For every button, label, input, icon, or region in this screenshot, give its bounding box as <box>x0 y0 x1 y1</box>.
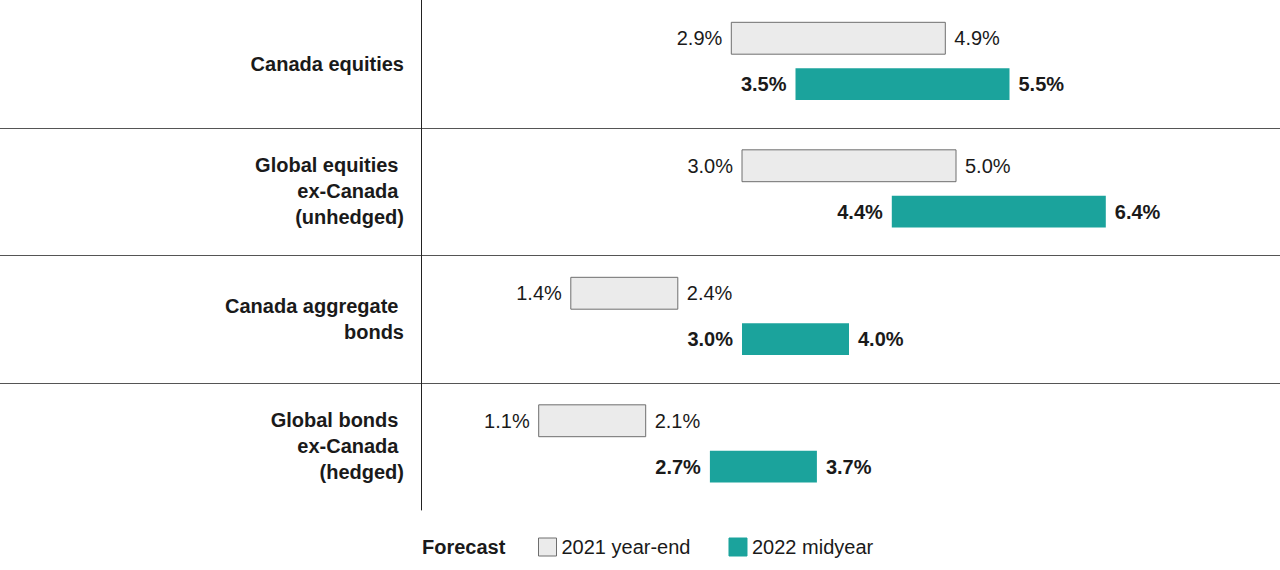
svg-text:4.0%: 4.0% <box>858 328 904 350</box>
svg-text:2.9%: 2.9% <box>677 27 723 49</box>
svg-text:3.0%: 3.0% <box>687 328 733 350</box>
svg-text:ex-Canada: ex-Canada <box>297 180 404 202</box>
svg-text:5.0%: 5.0% <box>965 155 1011 177</box>
svg-text:3.0%: 3.0% <box>687 155 733 177</box>
svg-text:Canada equities: Canada equities <box>251 53 404 75</box>
svg-text:4.4%: 4.4% <box>837 201 883 223</box>
svg-text:Canada aggregate: Canada aggregate <box>225 295 404 317</box>
svg-text:2.4%: 2.4% <box>687 282 733 304</box>
svg-text:2.7%: 2.7% <box>655 456 701 478</box>
svg-text:ex-Canada: ex-Canada <box>297 435 404 457</box>
svg-text:Global equities: Global equities <box>255 154 404 176</box>
svg-text:Forecast: Forecast <box>422 536 506 558</box>
svg-text:2.1%: 2.1% <box>655 410 701 432</box>
svg-text:4.9%: 4.9% <box>954 27 1000 49</box>
svg-text:Global bonds: Global bonds <box>271 409 404 431</box>
svg-text:bonds: bonds <box>344 321 404 343</box>
svg-text:(hedged): (hedged) <box>320 461 404 483</box>
svg-text:3.7%: 3.7% <box>826 456 872 478</box>
svg-text:1.1%: 1.1% <box>484 410 530 432</box>
svg-text:(unhedged): (unhedged) <box>295 206 404 228</box>
svg-text:2022 midyear: 2022 midyear <box>752 536 874 558</box>
svg-text:1.4%: 1.4% <box>516 282 562 304</box>
svg-text:6.4%: 6.4% <box>1115 201 1161 223</box>
svg-text:2021 year-end: 2021 year-end <box>562 536 691 558</box>
svg-text:5.5%: 5.5% <box>1019 73 1065 95</box>
svg-text:3.5%: 3.5% <box>741 73 787 95</box>
